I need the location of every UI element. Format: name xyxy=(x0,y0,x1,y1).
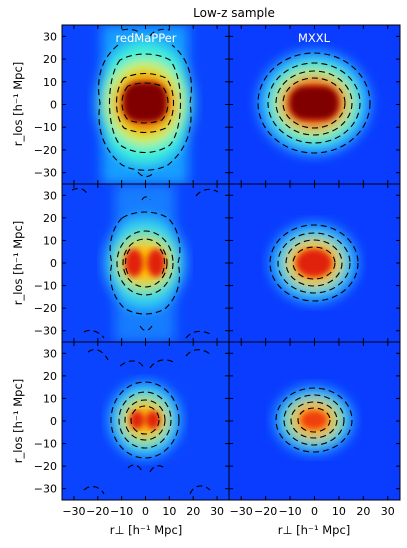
panel-row3-right xyxy=(229,342,400,500)
x-tick-label: 20 xyxy=(356,505,370,518)
x-axis-label-right: r⊥ [h⁻¹ Mpc] xyxy=(278,523,351,537)
y-tick-label: 30 xyxy=(43,30,57,43)
contours-row1-left xyxy=(98,28,192,178)
panel-title-mxxl: MXXL xyxy=(298,31,331,45)
panel-row2-left xyxy=(62,184,229,342)
y-tick-label: 10 xyxy=(43,234,57,247)
x-tick-label: 10 xyxy=(332,505,346,518)
contours-row2-left xyxy=(71,187,219,339)
x-tick-label: −10 xyxy=(278,505,301,518)
x-tick-label: −20 xyxy=(86,505,109,518)
y-tick-label: 20 xyxy=(43,370,57,383)
x-tick-label: 20 xyxy=(186,505,200,518)
y-tick-label: −10 xyxy=(34,280,57,293)
y-tick-label: 10 xyxy=(43,392,57,405)
y-tick-label: −10 xyxy=(34,438,57,451)
y-tick-label: −20 xyxy=(34,302,57,315)
y-tick-label: −10 xyxy=(34,121,57,134)
chart-title: Low-z sample xyxy=(193,6,275,20)
contours xyxy=(71,28,371,495)
y-tick-label: 10 xyxy=(43,76,57,89)
y-tick-label: −30 xyxy=(34,325,57,338)
y-axis-label-row2: r_los [h⁻¹ Mpc] xyxy=(11,221,25,306)
axis-tick-labels: −30 −20 −10 0 10 20 30 −30 −20 −10 0 10 20 303020100−… xyxy=(34,30,395,518)
y-tick-label: −20 xyxy=(34,460,57,473)
y-tick-label: 20 xyxy=(43,53,57,66)
y-axis-label-row1: r_los [h⁻¹ Mpc] xyxy=(11,62,25,147)
x-tick-label: 0 xyxy=(142,505,149,518)
x-axis-label-left: r⊥ [h⁻¹ Mpc] xyxy=(110,523,183,537)
panel-title-redmapper: redMaPPer xyxy=(115,31,176,45)
panel-row1-right xyxy=(229,25,400,184)
panel-row2-right xyxy=(229,184,400,342)
y-tick-label: −30 xyxy=(34,483,57,496)
x-tick-label: −10 xyxy=(110,505,133,518)
y-tick-label: 20 xyxy=(43,212,57,225)
y-tick-label: −20 xyxy=(34,144,57,157)
y-axis-label-row3: r_los [h⁻¹ Mpc] xyxy=(11,379,25,464)
x-tick-label: 30 xyxy=(381,505,395,518)
x-tick-label: 0 xyxy=(311,505,318,518)
y-tick-label: 30 xyxy=(43,347,57,360)
panel-row3-left xyxy=(62,342,229,500)
contours-row2-right xyxy=(269,224,359,302)
y-tick-label: −30 xyxy=(34,167,57,180)
y-tick-label: 0 xyxy=(50,415,57,428)
x-tick-label: −20 xyxy=(254,505,277,518)
x-tick-label: −30 xyxy=(62,505,85,518)
y-tick-label: 30 xyxy=(43,189,57,202)
y-tick-label: 0 xyxy=(50,257,57,270)
y-tick-label: 0 xyxy=(50,99,57,112)
axis-ticks xyxy=(62,25,400,500)
contours-row1-right xyxy=(257,52,371,154)
contours-row3-left xyxy=(83,349,211,495)
panel-row1-left xyxy=(62,25,229,184)
x-tick-label: 30 xyxy=(210,505,224,518)
x-tick-label: −30 xyxy=(230,505,253,518)
contours-row3-right xyxy=(275,387,353,453)
x-tick-label: 10 xyxy=(162,505,176,518)
